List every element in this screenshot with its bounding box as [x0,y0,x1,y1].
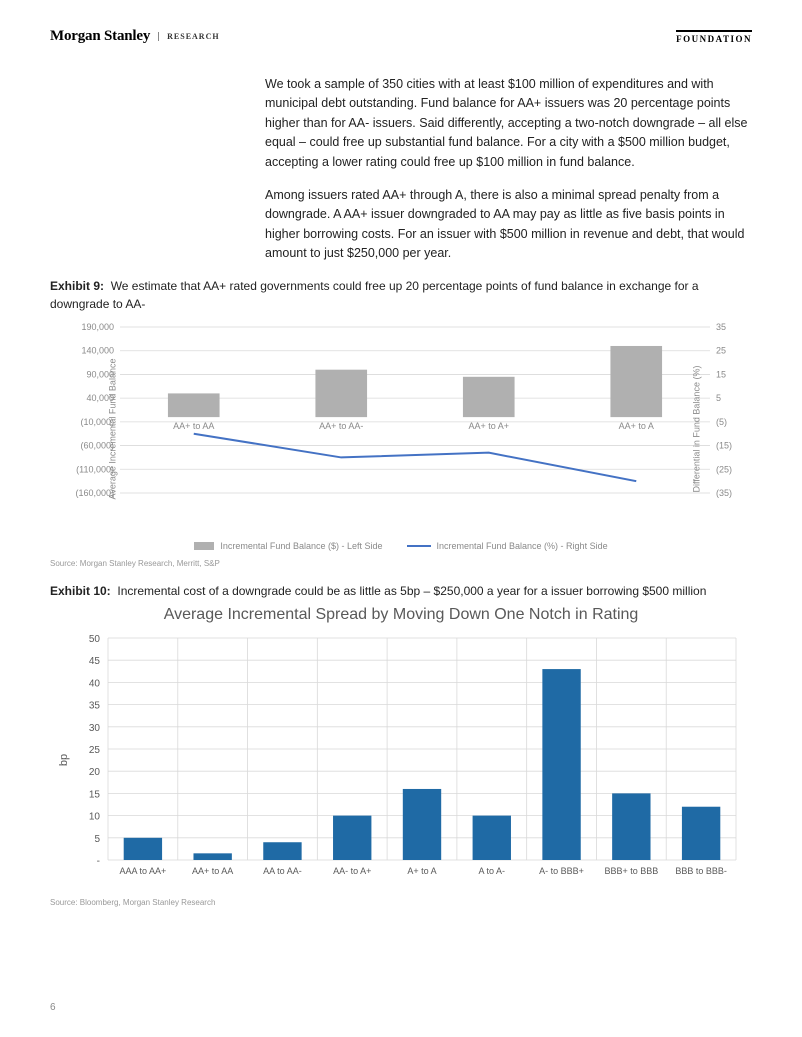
svg-text:A- to BBB+: A- to BBB+ [539,866,584,876]
svg-text:AA+ to A: AA+ to A [619,421,654,431]
line-swatch-icon [407,545,431,547]
exhibit10-ylabel: bp [58,754,70,766]
bar-swatch-icon [194,542,214,550]
exhibit9-svg: 190,000140,00090,00040,000(10,000)(60,00… [50,319,750,519]
svg-text:140,000: 140,000 [81,346,114,356]
svg-text:15: 15 [89,790,101,801]
svg-text:(35): (35) [716,488,732,498]
paragraph-2: Among issuers rated AA+ through A, there… [265,186,752,264]
exhibit10-title: Average Incremental Spread by Moving Dow… [50,606,752,624]
exhibit9-legend-line-label: Incremental Fund Balance (%) - Right Sid… [437,541,608,551]
exhibit9-legend-line: Incremental Fund Balance (%) - Right Sid… [407,541,608,551]
exhibit10-prefix: Exhibit 10: [50,584,111,598]
svg-text:AAA to AA+: AAA to AA+ [119,866,166,876]
svg-text:20: 20 [89,768,101,779]
svg-text:(15): (15) [716,441,732,451]
exhibit9-legend: Incremental Fund Balance ($) - Left Side… [50,541,752,551]
svg-text:AA+ to AA: AA+ to AA [173,421,214,431]
page-number: 6 [50,1002,56,1013]
brand-sub: RESEARCH [158,32,219,41]
svg-text:35: 35 [716,322,726,332]
svg-text:35: 35 [89,701,101,712]
svg-text:AA to AA-: AA to AA- [263,866,302,876]
exhibit9-text: We estimate that AA+ rated governments c… [50,279,699,311]
svg-text:15: 15 [716,370,726,380]
svg-text:A+ to A: A+ to A [407,866,436,876]
svg-text:45: 45 [89,657,101,668]
exhibit10-chart: bp - 5 10 15 20 25 30 35 40 45 50 AAA to AA+ AA+ to … [50,630,750,890]
svg-text:BBB to BBB-: BBB to BBB- [675,866,727,876]
svg-text:A to A-: A to A- [479,866,506,876]
paragraph-1: We took a sample of 350 cities with at l… [265,75,752,172]
svg-text:50: 50 [89,634,101,645]
svg-text:190,000: 190,000 [81,322,114,332]
exhibit9-right-axis-label: Differential in Fund Balance (%) [692,366,702,493]
page-header: Morgan Stanley RESEARCH FOUNDATION [50,28,752,45]
svg-text:-: - [97,856,100,867]
exhibit9-legend-bar-label: Incremental Fund Balance ($) - Left Side [220,541,382,551]
brand-name: Morgan Stanley [50,28,150,45]
svg-text:(5): (5) [716,417,727,427]
svg-text:(25): (25) [716,465,732,475]
svg-text:30: 30 [89,723,101,734]
svg-text:AA+ to A+: AA+ to A+ [468,421,509,431]
svg-text:BBB+ to BBB: BBB+ to BBB [604,866,658,876]
exhibit9-label: Exhibit 9: We estimate that AA+ rated go… [50,277,752,313]
svg-text:25: 25 [716,346,726,356]
svg-text:5: 5 [716,394,721,404]
exhibit10-text: Incremental cost of a downgrade could be… [117,584,706,598]
svg-text:10: 10 [89,812,101,823]
exhibit9-left-axis-label: Average Incremental Fund Balance [107,359,117,500]
svg-text:AA+ to AA-: AA+ to AA- [319,421,363,431]
brand: Morgan Stanley RESEARCH [50,28,220,45]
exhibit10-source: Source: Bloomberg, Morgan Stanley Resear… [50,898,752,907]
svg-text:40: 40 [89,679,101,690]
exhibit10-label: Exhibit 10: Incremental cost of a downgr… [50,582,752,600]
exhibit10-svg: - 5 10 15 20 25 30 35 40 45 50 AAA to AA+ AA+ to AA A… [50,630,750,890]
exhibit9-source: Source: Morgan Stanley Research, Merritt… [50,559,752,568]
svg-text:AA- to A+: AA- to A+ [333,866,371,876]
exhibit9-legend-bar: Incremental Fund Balance ($) - Left Side [194,541,382,551]
svg-text:25: 25 [89,745,101,756]
exhibit9-prefix: Exhibit 9: [50,279,104,293]
svg-text:5: 5 [94,834,100,845]
svg-text:AA+ to AA: AA+ to AA [192,866,233,876]
exhibit9-chart: Average Incremental Fund Balance Differe… [50,319,750,539]
foundation-label: FOUNDATION [676,30,752,44]
